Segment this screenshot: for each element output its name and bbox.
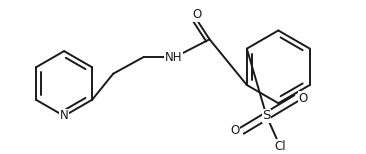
Text: O: O [231,124,240,137]
Text: N: N [60,109,68,122]
Text: O: O [298,92,307,105]
Text: Cl: Cl [274,140,286,153]
Text: O: O [192,8,201,21]
Text: NH: NH [164,51,182,63]
Text: S: S [262,109,271,122]
